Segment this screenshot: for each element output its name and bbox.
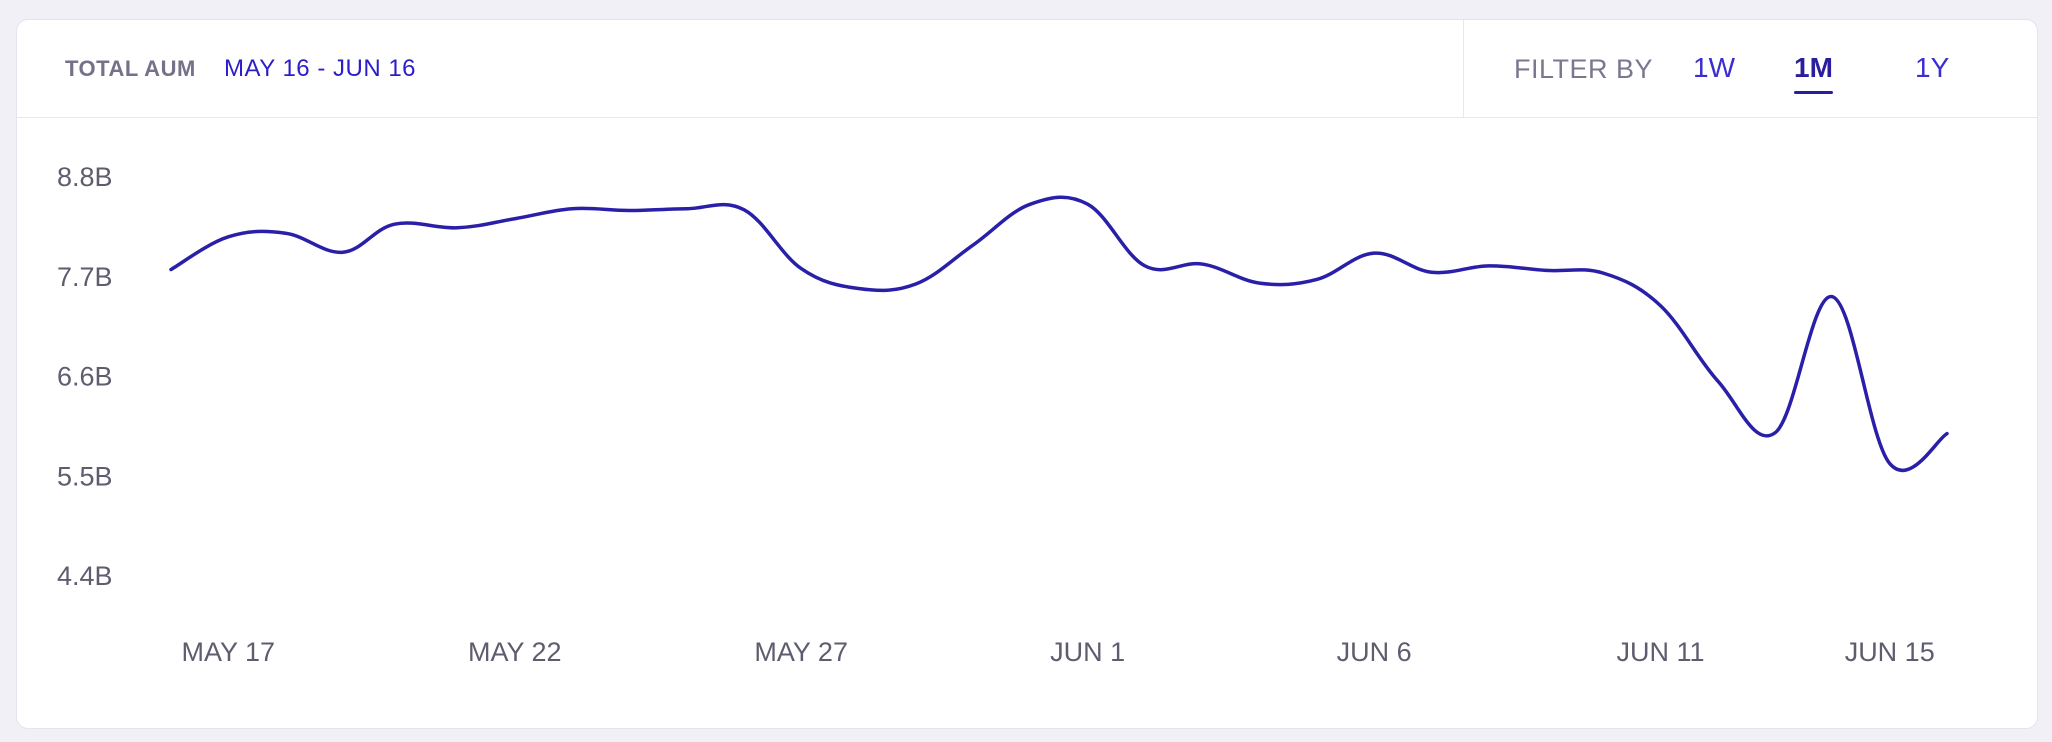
filter-1m-button[interactable]: 1M [1794,52,1833,94]
data-point[interactable] [566,203,578,215]
data-point[interactable] [388,218,400,230]
data-point[interactable] [1769,427,1781,439]
x-tick-label: JUN 1 [1050,637,1125,667]
active-filter-underline [1794,91,1833,94]
x-tick-label: JUN 11 [1617,637,1705,667]
data-point[interactable] [1024,198,1036,210]
x-tick-label: MAY 22 [468,637,562,667]
filter-group: FILTER BY 1W 1M 1Y [1463,20,2037,117]
x-tick-label: JUN 6 [1337,637,1412,667]
data-point[interactable] [1368,247,1380,259]
y-tick-label: 7.7B [57,262,113,292]
data-point[interactable] [852,283,864,295]
data-point[interactable] [1425,266,1437,278]
filter-1w-button[interactable]: 1W [1693,52,1735,83]
card-header: TOTAL AUM MAY 16 - JUN 16 FILTER BY 1W 1… [17,20,2037,118]
data-point[interactable] [280,227,292,239]
data-point[interactable] [795,263,807,275]
data-point[interactable] [1597,267,1609,279]
data-point[interactable] [1196,258,1208,270]
data-point[interactable] [1540,264,1552,276]
y-tick-label: 6.6B [57,362,113,392]
data-point[interactable] [681,203,693,215]
filter-1m-label: 1M [1794,52,1833,83]
x-tick-label: JUN 15 [1845,637,1935,667]
data-point[interactable] [1311,273,1323,285]
y-tick-label: 4.4B [57,561,113,591]
aum-series-line [169,195,1949,473]
data-point[interactable] [509,213,521,225]
data-point[interactable] [1941,428,1953,440]
y-tick-label: 8.8B [57,162,113,192]
data-point[interactable] [222,231,234,243]
data-point[interactable] [337,246,349,258]
line-chart: 8.8B 7.7B 6.6B 5.5B 4.4B MAY 17 MAY 22 MAY 27 JU… [57,162,1953,667]
aum-card: TOTAL AUM MAY 16 - JUN 16 FILTER BY 1W 1… [16,19,2038,729]
data-point[interactable] [623,205,635,217]
x-tick-label: MAY 27 [754,637,848,667]
filter-label: FILTER BY [1514,54,1654,84]
chart-title: TOTAL AUM [65,56,196,81]
data-point[interactable] [1826,291,1838,303]
data-point[interactable] [967,239,979,251]
date-range: MAY 16 - JUN 16 [224,55,417,82]
data-point[interactable] [451,222,463,234]
data-point[interactable] [1139,260,1151,272]
data-point[interactable] [1483,260,1495,272]
data-point[interactable] [1884,458,1896,470]
x-tick-label: MAY 17 [182,637,276,667]
data-point[interactable] [165,263,177,275]
filter-1y-button[interactable]: 1Y [1915,52,1950,83]
data-point[interactable] [1254,277,1266,289]
data-point[interactable] [1655,300,1667,312]
data-point[interactable] [738,204,750,216]
data-point[interactable] [1082,198,1094,210]
y-tick-label: 5.5B [57,461,113,491]
data-point[interactable] [910,278,922,290]
data-point[interactable] [1712,375,1724,387]
